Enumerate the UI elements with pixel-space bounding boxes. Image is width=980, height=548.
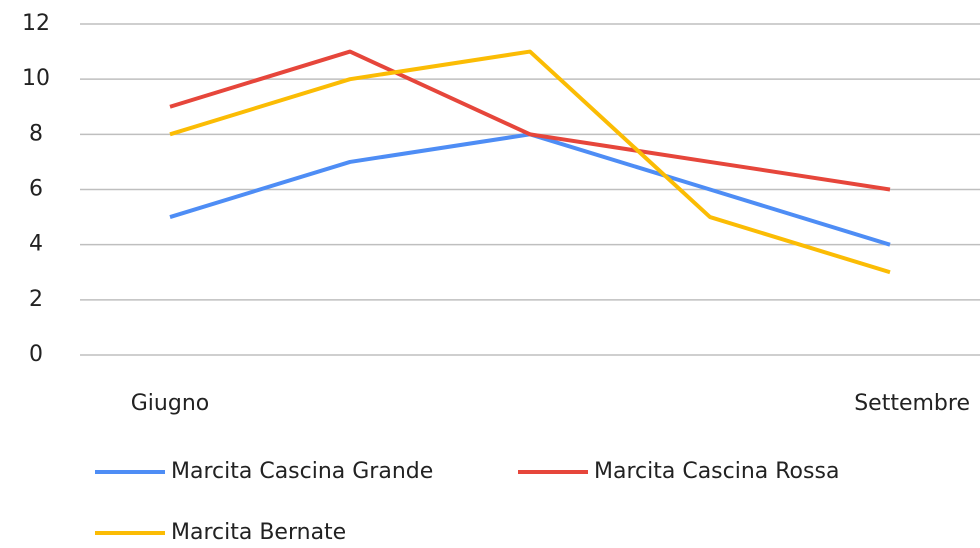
y-tick-label: 6 — [29, 177, 43, 202]
y-tick-label: 12 — [22, 11, 50, 36]
y-tick-label: 10 — [22, 66, 50, 91]
y-tick-label: 8 — [29, 121, 43, 146]
legend-label: Marcita Cascina Grande — [171, 459, 433, 484]
series-line — [169, 49, 891, 275]
legend-label: Marcita Bernate — [171, 520, 346, 545]
series-line — [169, 49, 891, 192]
y-tick-label: 0 — [29, 342, 43, 367]
x-tick-label: Settembre — [854, 391, 970, 416]
y-tick-label: 4 — [29, 232, 43, 257]
y-tick-label: 2 — [29, 287, 43, 312]
x-tick-label: Giugno — [131, 391, 209, 416]
legend-label: Marcita Cascina Rossa — [594, 459, 839, 484]
